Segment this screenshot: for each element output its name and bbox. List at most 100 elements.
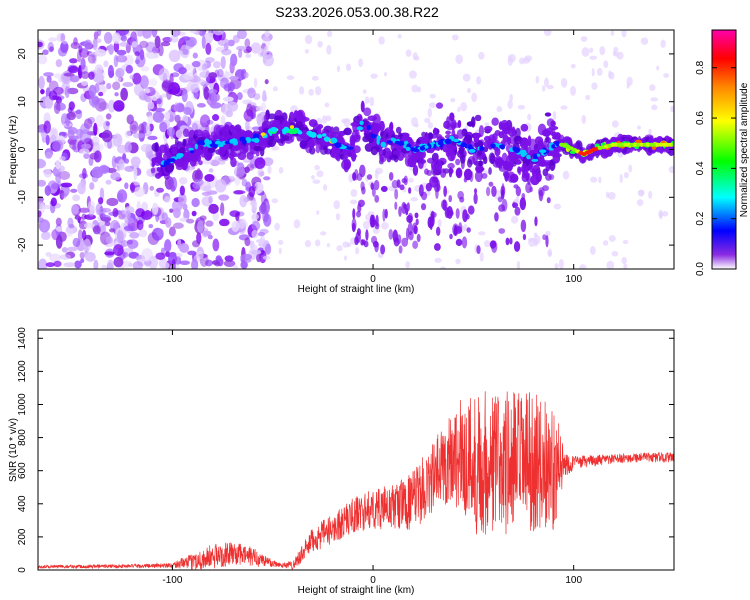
spectrogram-blob — [178, 66, 187, 75]
spectrogram-blob — [114, 227, 127, 242]
spectrogram-blob — [217, 147, 226, 156]
spectrogram-blob — [223, 260, 236, 267]
spectrogram-blob — [161, 79, 173, 91]
spectrogram-blob — [398, 245, 403, 254]
spectrogram-blob — [333, 200, 340, 210]
spectrogram-blob — [507, 99, 513, 109]
spectrogram-ridge-mark — [376, 135, 381, 142]
spectrogram-y-ticks: -20 -10 0 10 20 — [17, 48, 674, 252]
spectrogram-blob — [245, 53, 252, 59]
spectrogram-blob — [344, 159, 352, 170]
spectrogram-blob — [591, 82, 598, 90]
spectrogram-ridge-mark — [230, 138, 238, 144]
spectrogram-blob — [55, 159, 61, 170]
snr-y-tick-label: 600 — [17, 462, 28, 479]
spectrogram-blob — [612, 50, 616, 56]
spectrogram-blob — [619, 173, 623, 184]
spectrogram-blob — [113, 54, 119, 68]
spectrogram-blob — [88, 71, 95, 80]
spectrogram-blob — [375, 167, 384, 175]
spectrogram-ridge-mark — [242, 139, 247, 145]
spectrogram-blob — [122, 82, 134, 88]
spectrogram-blob — [316, 170, 324, 178]
spectrogram-blob — [63, 262, 76, 268]
spectrogram-blob — [100, 212, 106, 219]
spectrogram-blob — [96, 67, 103, 82]
spectrogram-blob — [456, 129, 465, 140]
spectrogram-blob — [160, 261, 170, 269]
snr-x-label: Height of straight line (km) — [298, 585, 415, 596]
spectrogram-blob — [450, 150, 455, 161]
spectrogram-blob — [245, 46, 252, 53]
spectrogram-blob — [280, 132, 285, 145]
spectrogram-blob — [120, 209, 126, 219]
spectrogram-blob — [46, 75, 52, 83]
spectrogram-blob — [89, 182, 95, 190]
spectrogram-ridge-mark — [427, 143, 432, 150]
spectrogram-blob — [445, 130, 451, 135]
spectrogram-blob — [43, 168, 52, 178]
spectrogram-blob — [55, 173, 61, 184]
spectrogram-blob — [124, 165, 135, 172]
spectrogram-blob — [53, 101, 61, 115]
spectrogram-blob — [243, 109, 254, 122]
spectrogram-blob — [335, 213, 341, 221]
spectrogram-blob — [205, 69, 211, 84]
spectrogram-blob — [196, 103, 206, 108]
spectrogram-blob — [212, 238, 220, 252]
spectrogram-ridge-mark — [359, 120, 364, 126]
spectrogram-blob — [205, 259, 213, 267]
spectrogram-blob — [474, 114, 482, 122]
spectrogram-blob — [189, 83, 200, 93]
spectrogram-blob — [589, 47, 594, 53]
spectrogram-blob — [494, 147, 501, 157]
spectrogram-blob — [58, 170, 71, 181]
spectrogram-blob — [581, 114, 586, 124]
spectrogram-blob — [236, 30, 247, 40]
spectrogram-blob — [373, 179, 380, 191]
spectrogram-blob — [462, 73, 471, 82]
spectrogram-ridge-mark — [490, 143, 496, 149]
spectrogram-blob — [476, 168, 481, 174]
spectrogram-blob — [236, 45, 247, 51]
spectrogram-blob — [223, 124, 230, 133]
spectrogram-blob — [478, 160, 483, 167]
spectrogram-blob — [115, 67, 125, 78]
spectrogram-blob — [457, 119, 462, 128]
snr-y-tick-label: 1400 — [17, 327, 28, 350]
spectrogram-blob — [515, 195, 520, 204]
spectrogram-blob — [78, 207, 91, 213]
spectrogram-ridge-mark — [444, 138, 452, 145]
snr-frame — [37, 329, 675, 571]
spectrogram-blob — [218, 160, 226, 165]
spectrogram-blob — [184, 153, 190, 161]
spectrogram-blob — [522, 233, 527, 241]
spectrogram-blob — [134, 51, 140, 57]
spectrogram-blob — [254, 182, 262, 188]
spectrogram-blob — [411, 84, 419, 93]
spectrogram-blob — [626, 76, 633, 87]
spectrogram-blob — [497, 196, 503, 203]
spectrogram-blob — [585, 94, 591, 100]
spectrogram-blob — [366, 174, 373, 180]
spectrogram-blob — [439, 266, 446, 269]
spectrogram-blob — [524, 55, 533, 62]
spectrogram-blob — [350, 121, 360, 127]
spectrogram-blob — [194, 91, 199, 100]
spectrogram-blob — [41, 231, 51, 240]
spectrogram-blob — [257, 48, 266, 58]
spectrogram-blob — [363, 107, 372, 117]
spectrogram-blob — [60, 33, 66, 43]
spectrogram-blob — [94, 38, 102, 44]
spectrogram-blob — [227, 71, 234, 77]
spectrogram-blob — [182, 138, 187, 147]
spectrogram-blob — [114, 69, 122, 84]
spectrogram-blob — [199, 215, 207, 221]
spectrogram-ridge-mark — [394, 140, 400, 145]
spectrogram-blob — [494, 212, 499, 222]
spectrogram-blob — [628, 164, 633, 173]
spectrogram-blob — [189, 30, 198, 34]
spectrogram-blob — [463, 176, 468, 183]
spectrogram-blob — [217, 38, 230, 47]
